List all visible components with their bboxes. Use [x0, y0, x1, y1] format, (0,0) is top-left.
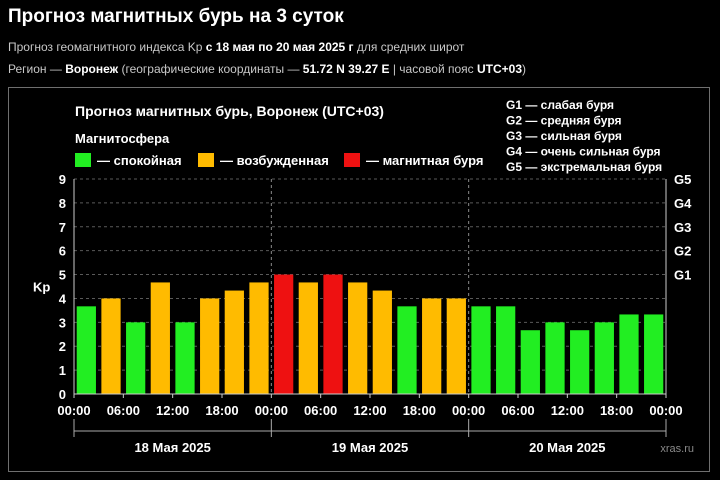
g-scale-label: G4: [674, 196, 692, 211]
region-suffix: ): [522, 62, 527, 76]
y-tick-label: 3: [59, 315, 66, 330]
day-label: 18 Мая 2025: [134, 440, 210, 455]
region-prefix: Регион —: [8, 62, 66, 76]
forecast-description: Прогноз геомагнитного индекса Kp с 18 ма…: [8, 40, 464, 54]
x-tick-label: 06:00: [107, 403, 140, 418]
chart-frame: 0 1 2 3 4 5 6 7 8 9 G1 G2 G3 G4 G5 Kp 00:00 06:00 12:00 18:…: [8, 87, 710, 472]
g-scale-label: G5: [674, 172, 691, 187]
kp-bar: [372, 290, 392, 394]
kp-bar: [101, 298, 121, 394]
kp-bar: [594, 322, 614, 394]
g-scale-label: G2: [674, 244, 691, 259]
kp-bar: [520, 330, 540, 394]
kp-bar: [619, 314, 639, 394]
kp-bar: [545, 322, 565, 394]
y-tick-label: 0: [59, 387, 66, 402]
page-title: Прогноз магнитных бурь на 3 суток: [8, 6, 344, 27]
kp-bar: [224, 290, 244, 394]
g-legend-entry: G1 — слабая буря: [506, 98, 614, 112]
legend-swatch: [75, 153, 91, 167]
x-tick-label: 12:00: [156, 403, 189, 418]
x-tick-label: 18:00: [205, 403, 238, 418]
kp-bar: [471, 306, 491, 394]
kp-bar: [348, 282, 368, 394]
legend-label: — возбужденная: [220, 153, 329, 168]
kp-bar: [76, 306, 96, 394]
y-tick-label: 5: [59, 268, 66, 283]
legend-swatch: [198, 153, 214, 167]
x-tick-label: 18:00: [600, 403, 633, 418]
y-tick-label: 9: [59, 172, 66, 187]
x-tick-label: 18:00: [403, 403, 436, 418]
legend-label: — магнитная буря: [366, 153, 483, 168]
g-legend-entry: G5 — экстремальная буря: [506, 160, 662, 174]
y-tick-label: 6: [59, 244, 66, 259]
region-name: Воронеж: [65, 62, 119, 76]
x-tick-label: 00:00: [452, 403, 485, 418]
kp-bar: [446, 298, 466, 394]
y-axis-title: Kp: [33, 280, 50, 295]
g-legend-entry: G2 — средняя буря: [506, 114, 622, 128]
watermark: xras.ru: [660, 443, 694, 455]
x-tick-label: 12:00: [551, 403, 584, 418]
x-tick-label: 00:00: [255, 403, 288, 418]
x-tick-label: 12:00: [353, 403, 386, 418]
kp-bar: [323, 274, 343, 394]
g-scale-label: G3: [674, 220, 691, 235]
kp-bar: [422, 298, 442, 394]
region-info: Регион — Воронеж (географические координ…: [8, 62, 526, 76]
x-tick-label: 06:00: [501, 403, 534, 418]
y-tick-label: 1: [59, 363, 66, 378]
kp-bar: [175, 322, 195, 394]
kp-bar: [644, 314, 664, 394]
y-tick-label: 2: [59, 339, 66, 354]
kp-bar: [298, 282, 318, 394]
kp-bar: [200, 298, 220, 394]
date-range: с 18 мая по 20 мая 2025 г: [205, 40, 354, 54]
legend-title: Магнитосфера: [75, 131, 170, 146]
chart-title: Прогноз магнитных бурь, Воронеж (UTC+03): [75, 103, 384, 119]
x-tick-label: 00:00: [57, 403, 90, 418]
legend-swatch: [344, 153, 360, 167]
plot-area: [74, 179, 666, 394]
kp-bar: [126, 322, 146, 394]
description-prefix: Прогноз геомагнитного индекса Kp: [8, 40, 206, 54]
g-legend-entry: G4 — очень сильная буря: [506, 145, 661, 159]
kp-bar: [274, 274, 294, 394]
y-tick-label: 7: [59, 220, 66, 235]
kp-bar: [249, 282, 269, 394]
y-tick-label: 4: [59, 291, 67, 306]
kp-bar: [150, 282, 170, 394]
kp-bar: [397, 306, 417, 394]
y-tick-label: 8: [59, 196, 66, 211]
g-scale-label: G1: [674, 268, 691, 283]
coords-prefix: (географические координаты —: [118, 62, 303, 76]
kp-bar: [570, 330, 590, 394]
timezone: UTC+03: [477, 62, 523, 76]
kp-forecast-chart: 0 1 2 3 4 5 6 7 8 9 G1 G2 G3 G4 G5 Kp 00:00 06:00 12:00 18:…: [33, 98, 694, 455]
description-suffix: для средних широт: [353, 40, 465, 54]
kp-bar: [496, 306, 516, 394]
legend-label: — спокойная: [97, 153, 182, 168]
day-label: 19 Мая 2025: [332, 440, 408, 455]
coordinates: 51.72 N 39.27 E: [302, 62, 390, 76]
g-legend-entry: G3 — сильная буря: [506, 129, 622, 143]
x-tick-label: 06:00: [304, 403, 337, 418]
day-label: 20 Мая 2025: [529, 440, 605, 455]
x-tick-label: 00:00: [649, 403, 682, 418]
timezone-prefix: | часовой пояс: [389, 62, 477, 76]
